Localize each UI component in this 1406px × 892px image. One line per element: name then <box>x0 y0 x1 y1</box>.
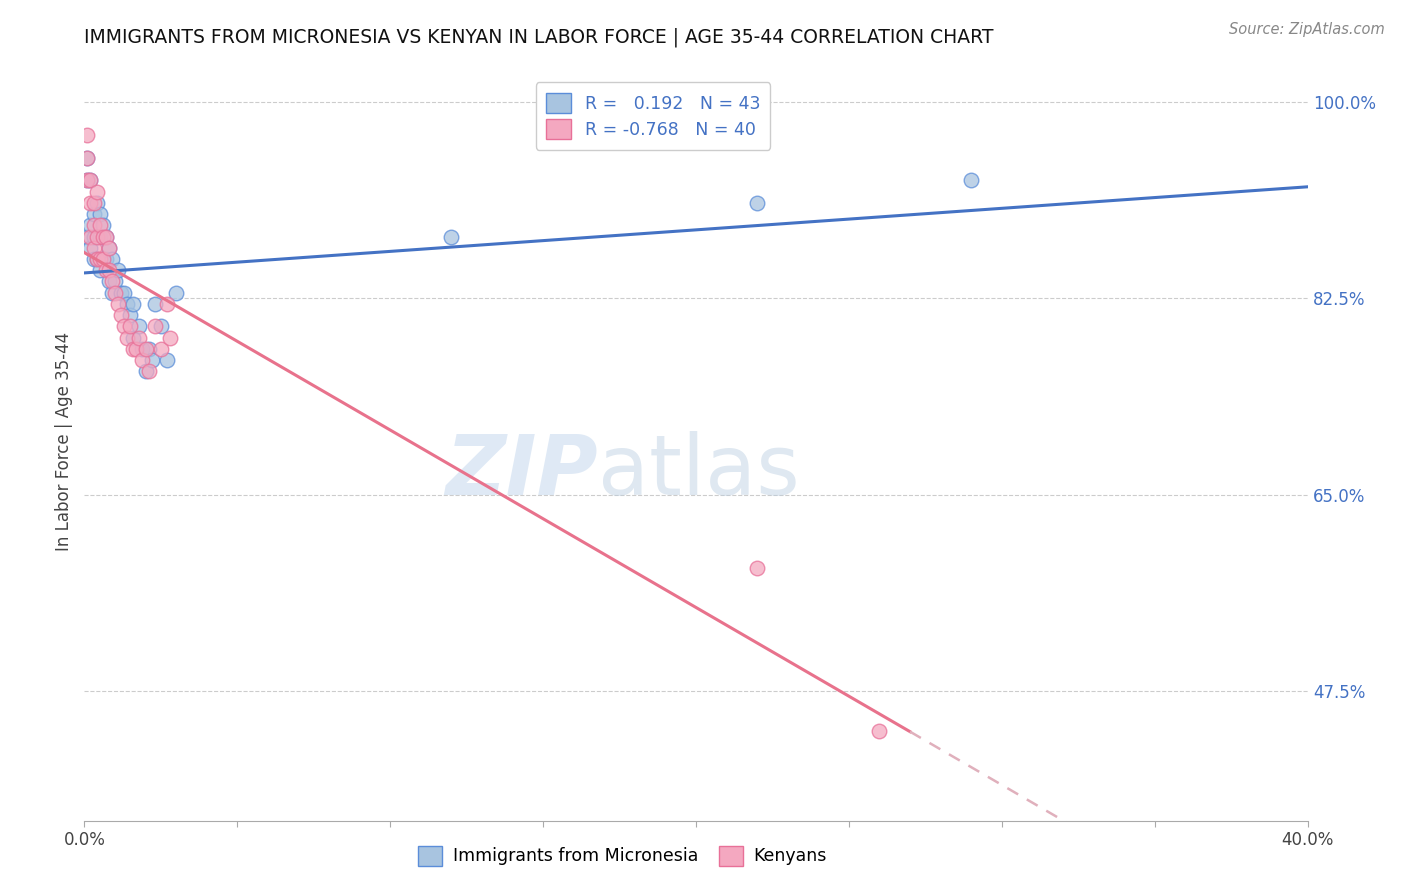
Point <box>159 331 181 345</box>
Point <box>94 263 117 277</box>
Point <box>131 353 153 368</box>
Point <box>131 342 153 356</box>
Point <box>86 252 108 266</box>
Point <box>104 285 127 300</box>
Point <box>86 195 108 210</box>
Point <box>83 229 105 244</box>
Point <box>125 342 148 356</box>
Point <box>94 229 117 244</box>
Point <box>122 331 145 345</box>
Point <box>83 219 105 233</box>
Point <box>79 229 101 244</box>
Point <box>79 219 101 233</box>
Point <box>104 275 127 289</box>
Point <box>156 297 179 311</box>
Point <box>747 561 769 575</box>
Point <box>156 353 179 368</box>
Point <box>91 252 114 266</box>
Point <box>83 252 105 266</box>
Point <box>76 128 98 143</box>
Point <box>97 275 120 289</box>
Point <box>112 285 135 300</box>
Point <box>165 285 187 300</box>
Point <box>101 275 124 289</box>
Point <box>101 285 124 300</box>
Point <box>89 229 111 244</box>
Point <box>149 319 172 334</box>
Point <box>89 263 111 277</box>
Point <box>89 252 111 266</box>
Point <box>97 241 120 255</box>
Text: atlas: atlas <box>598 432 800 512</box>
Point <box>79 173 101 187</box>
Point <box>128 331 150 345</box>
Point <box>91 252 114 266</box>
Point <box>141 353 163 368</box>
Text: ZIP: ZIP <box>446 432 598 512</box>
Point <box>94 252 117 266</box>
Point <box>91 229 114 244</box>
Point <box>79 195 101 210</box>
Point <box>91 219 114 233</box>
Point <box>869 723 891 738</box>
Point <box>143 319 166 334</box>
Point <box>440 229 463 244</box>
Point <box>76 173 98 187</box>
Point <box>115 297 138 311</box>
Point <box>120 319 142 334</box>
Point <box>110 285 132 300</box>
Point <box>94 229 117 244</box>
Point <box>97 263 120 277</box>
Point <box>76 173 98 187</box>
Point <box>122 297 145 311</box>
Point <box>120 308 142 322</box>
Point <box>101 252 124 266</box>
Point <box>143 297 166 311</box>
Point <box>135 364 157 378</box>
Point <box>79 241 101 255</box>
Text: IMMIGRANTS FROM MICRONESIA VS KENYAN IN LABOR FORCE | AGE 35-44 CORRELATION CHAR: IMMIGRANTS FROM MICRONESIA VS KENYAN IN … <box>84 28 994 47</box>
Point <box>89 207 111 221</box>
Point <box>83 207 105 221</box>
Point <box>83 195 105 210</box>
Point <box>107 263 129 277</box>
Point <box>89 219 111 233</box>
Point <box>149 342 172 356</box>
Point <box>110 308 132 322</box>
Point <box>138 342 160 356</box>
Point <box>122 342 145 356</box>
Point <box>86 229 108 244</box>
Point <box>83 241 105 255</box>
Point <box>97 241 120 255</box>
Text: Source: ZipAtlas.com: Source: ZipAtlas.com <box>1229 22 1385 37</box>
Point <box>135 342 157 356</box>
Point <box>112 319 135 334</box>
Point <box>86 185 108 199</box>
Y-axis label: In Labor Force | Age 35-44: In Labor Force | Age 35-44 <box>55 332 73 551</box>
Point <box>107 297 129 311</box>
Point <box>115 331 138 345</box>
Point <box>76 151 98 165</box>
Point <box>86 252 108 266</box>
Point <box>747 195 769 210</box>
Point <box>128 319 150 334</box>
Legend: Immigrants from Micronesia, Kenyans: Immigrants from Micronesia, Kenyans <box>411 838 834 872</box>
Point <box>138 364 160 378</box>
Point <box>79 173 101 187</box>
Point <box>76 229 98 244</box>
Point <box>76 151 98 165</box>
Point <box>960 173 983 187</box>
